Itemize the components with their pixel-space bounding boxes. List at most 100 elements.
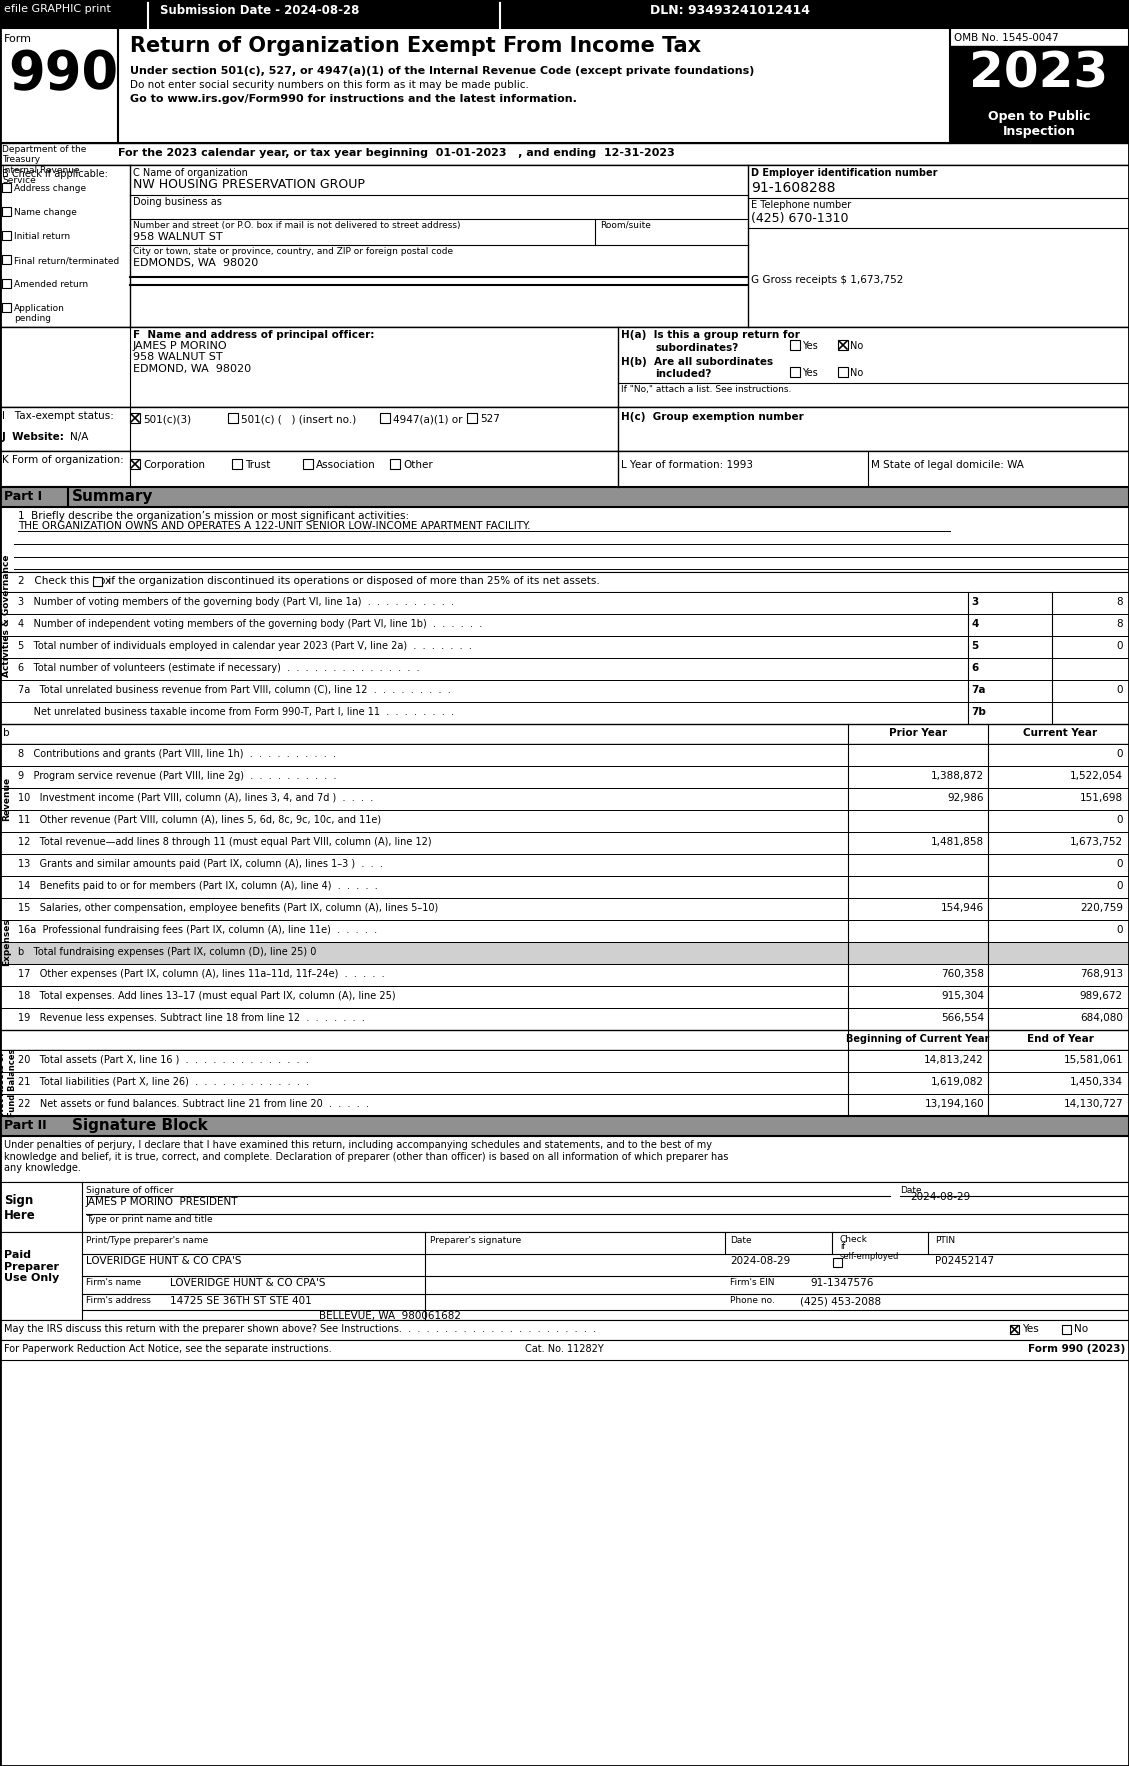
- Bar: [0, 1051, 1129, 1072]
- Text: Initial return: Initial return: [14, 231, 70, 240]
- Text: Phone no.: Phone no.: [730, 1296, 774, 1305]
- Text: 154,946: 154,946: [940, 902, 984, 913]
- Text: JAMES P MORINO: JAMES P MORINO: [133, 341, 228, 351]
- Text: 8: 8: [1117, 620, 1123, 629]
- Text: 566,554: 566,554: [940, 1014, 984, 1023]
- Bar: [0, 724, 1129, 743]
- Text: 2024-08-29: 2024-08-29: [910, 1192, 970, 1203]
- Text: 915,304: 915,304: [940, 991, 984, 1001]
- Bar: [790, 341, 800, 350]
- Text: 0: 0: [1117, 641, 1123, 652]
- Text: 13,194,160: 13,194,160: [925, 1098, 984, 1109]
- Text: 14,813,242: 14,813,242: [925, 1054, 984, 1065]
- Text: K Form of organization:: K Form of organization:: [2, 456, 124, 464]
- Text: Net unrelated business taxable income from Form 990-T, Part I, line 11  .  .  . : Net unrelated business taxable income fr…: [18, 706, 454, 717]
- Text: If "No," attach a list. See instructions.: If "No," attach a list. See instructions…: [621, 385, 791, 394]
- Text: J  Website:: J Website:: [2, 433, 64, 442]
- Text: efile GRAPHIC print: efile GRAPHIC print: [5, 4, 111, 14]
- Text: Date: Date: [730, 1236, 752, 1245]
- Bar: [0, 855, 1129, 876]
- Text: Type or print name and title: Type or print name and title: [86, 1215, 212, 1224]
- Text: 958 WALNUT ST: 958 WALNUT ST: [133, 231, 222, 242]
- Text: DLN: 93493241012414: DLN: 93493241012414: [650, 4, 809, 18]
- Text: Association: Association: [316, 459, 376, 470]
- Text: 14725 SE 36TH ST STE 401: 14725 SE 36TH ST STE 401: [170, 1296, 312, 1307]
- Bar: [0, 507, 1129, 572]
- Bar: [0, 0, 1129, 28]
- Bar: [838, 341, 848, 350]
- Bar: [0, 592, 1129, 615]
- Bar: [130, 459, 140, 470]
- Bar: [0, 897, 1129, 920]
- Text: 1,450,334: 1,450,334: [1070, 1077, 1123, 1088]
- Text: Number and street (or P.O. box if mail is not delivered to street address): Number and street (or P.O. box if mail i…: [133, 221, 461, 230]
- Text: Firm's address: Firm's address: [86, 1296, 151, 1305]
- Text: Corporation: Corporation: [143, 459, 205, 470]
- Text: 5: 5: [971, 641, 978, 652]
- Text: Beginning of Current Year: Beginning of Current Year: [847, 1035, 990, 1044]
- Text: 91-1608288: 91-1608288: [751, 180, 835, 194]
- Text: No: No: [850, 367, 864, 378]
- Text: Paid
Preparer
Use Only: Paid Preparer Use Only: [5, 1250, 59, 1284]
- Bar: [0, 1233, 1129, 1319]
- Bar: [0, 487, 68, 507]
- Bar: [1010, 1324, 1019, 1333]
- Text: Part II: Part II: [5, 1120, 46, 1132]
- Text: Yes: Yes: [802, 367, 817, 378]
- Text: H(b)  Are all subordinates: H(b) Are all subordinates: [621, 357, 773, 367]
- Bar: [0, 941, 1129, 964]
- Text: JAMES P MORINO  PRESIDENT: JAMES P MORINO PRESIDENT: [86, 1197, 238, 1206]
- Bar: [228, 413, 238, 424]
- Text: 4: 4: [971, 620, 979, 629]
- Text: 220,759: 220,759: [1080, 902, 1123, 913]
- Text: Net Assets or
Fund Balances: Net Assets or Fund Balances: [0, 1049, 17, 1118]
- Text: End of Year: End of Year: [1026, 1035, 1094, 1044]
- Text: EDMOND, WA  98020: EDMOND, WA 98020: [133, 364, 251, 374]
- Text: Do not enter social security numbers on this form as it may be made public.: Do not enter social security numbers on …: [130, 79, 528, 90]
- Text: Signature of officer: Signature of officer: [86, 1187, 174, 1196]
- Bar: [949, 104, 1129, 143]
- Text: H(a)  Is this a group return for: H(a) Is this a group return for: [621, 330, 799, 341]
- Text: Address change: Address change: [14, 184, 86, 192]
- Text: 760,358: 760,358: [940, 970, 984, 978]
- Text: Date: Date: [900, 1187, 921, 1196]
- Bar: [0, 743, 1129, 766]
- Text: 14,130,727: 14,130,727: [1064, 1098, 1123, 1109]
- Text: Room/suite: Room/suite: [599, 221, 651, 230]
- Bar: [0, 703, 1129, 724]
- Text: b   Total fundraising expenses (Part IX, column (D), line 25) 0: b Total fundraising expenses (Part IX, c…: [18, 947, 316, 957]
- Text: 989,672: 989,672: [1079, 991, 1123, 1001]
- Text: (425) 670-1310: (425) 670-1310: [751, 212, 849, 224]
- Bar: [93, 577, 102, 586]
- Bar: [0, 985, 1129, 1008]
- Bar: [0, 1319, 1129, 1340]
- Text: 15,581,061: 15,581,061: [1064, 1054, 1123, 1065]
- Text: No: No: [850, 341, 864, 351]
- Text: 1,522,054: 1,522,054: [1070, 772, 1123, 781]
- Text: 2   Check this box: 2 Check this box: [18, 576, 111, 586]
- Bar: [0, 680, 1129, 703]
- Text: City or town, state or province, country, and ZIP or foreign postal code: City or town, state or province, country…: [133, 247, 453, 256]
- Text: 0: 0: [1117, 881, 1123, 892]
- Bar: [467, 413, 476, 424]
- Bar: [0, 788, 1129, 811]
- Bar: [380, 413, 390, 424]
- Bar: [130, 413, 140, 424]
- Text: 20   Total assets (Part X, line 16 )  .  .  .  .  .  .  .  .  .  .  .  .  .  .: 20 Total assets (Part X, line 16 ) . . .…: [18, 1054, 309, 1065]
- Bar: [0, 1181, 1129, 1233]
- Text: Check: Check: [840, 1234, 868, 1243]
- Bar: [0, 615, 1129, 636]
- Text: 4947(a)(1) or: 4947(a)(1) or: [393, 413, 463, 424]
- Bar: [949, 46, 1129, 104]
- Bar: [0, 659, 1129, 680]
- Text: Go to www.irs.gov/Form990 for instructions and the latest information.: Go to www.irs.gov/Form990 for instructio…: [130, 94, 577, 104]
- Text: 10   Investment income (Part VIII, column (A), lines 3, 4, and 7d )  .  .  .  .: 10 Investment income (Part VIII, column …: [18, 793, 374, 804]
- Text: M State of legal domicile: WA: M State of legal domicile: WA: [870, 459, 1024, 470]
- Bar: [0, 164, 1129, 327]
- Text: 6: 6: [971, 662, 978, 673]
- Text: 5   Total number of individuals employed in calendar year 2023 (Part V, line 2a): 5 Total number of individuals employed i…: [18, 641, 472, 652]
- Text: 18   Total expenses. Add lines 13–17 (must equal Part IX, column (A), line 25): 18 Total expenses. Add lines 13–17 (must…: [18, 991, 395, 1001]
- Text: 9   Program service revenue (Part VIII, line 2g)  .  .  .  .  .  .  .  .  .  .: 9 Program service revenue (Part VIII, li…: [18, 772, 336, 781]
- Text: 21   Total liabilities (Part X, line 26)  .  .  .  .  .  .  .  .  .  .  .  .  .: 21 Total liabilities (Part X, line 26) .…: [18, 1077, 309, 1088]
- Bar: [2, 184, 11, 192]
